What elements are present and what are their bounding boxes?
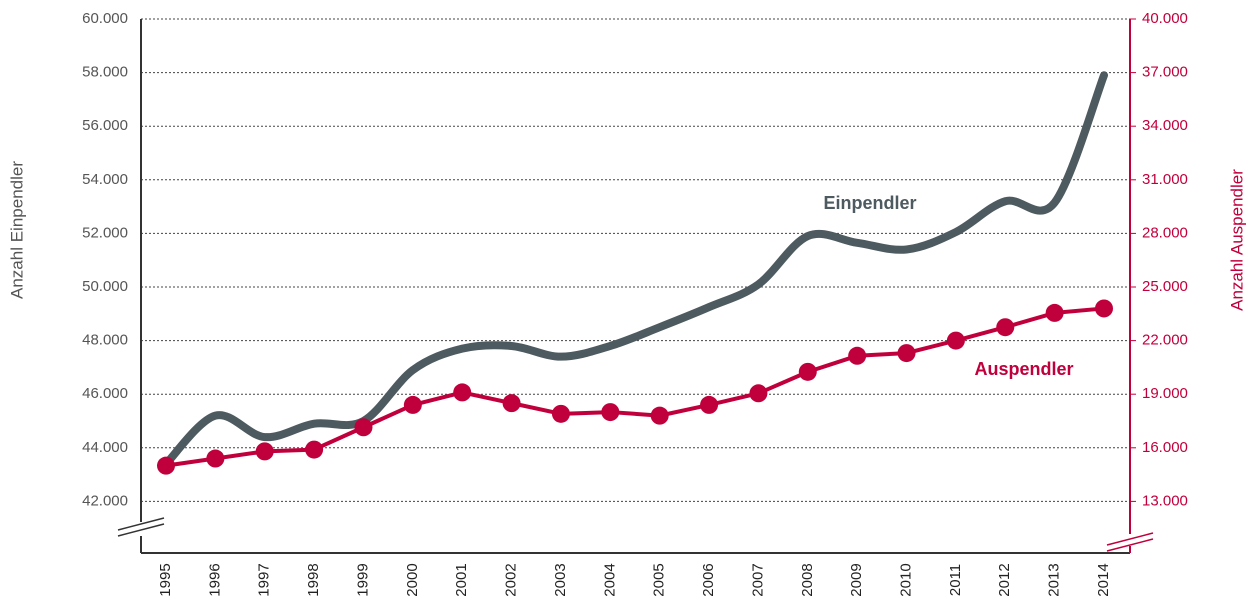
y-tick-label: 46.000 <box>82 385 128 402</box>
x-tick-label: 2001 <box>453 563 470 596</box>
x-tick-label: 1996 <box>206 563 223 596</box>
x-tick-label: 2002 <box>503 563 520 596</box>
series-label: Einpendler <box>823 193 916 213</box>
y-tick-label: 60.000 <box>82 10 128 27</box>
series-marker <box>206 449 225 468</box>
y2-tick-label: 31.000 <box>1142 171 1188 188</box>
y-tick-label: 50.000 <box>82 278 128 295</box>
y2-tick-label: 19.000 <box>1142 385 1188 402</box>
x-tick-label: 2014 <box>1095 563 1112 596</box>
y2-tick-label: 25.000 <box>1142 278 1188 295</box>
series-marker <box>1095 299 1113 318</box>
y-tick-label: 44.000 <box>82 439 128 456</box>
series-marker <box>798 362 817 381</box>
y2-tick-label: 16.000 <box>1142 439 1188 456</box>
series-marker <box>403 395 422 414</box>
x-tick-label: 2006 <box>700 563 717 596</box>
x-tick-label: 2011 <box>947 564 964 596</box>
x-tick-label: 1997 <box>256 563 273 596</box>
series-marker <box>157 456 175 475</box>
series-marker <box>453 383 472 402</box>
series-line <box>162 71 1108 468</box>
x-tick-label: 2012 <box>996 563 1013 596</box>
x-tick-label: 1999 <box>354 563 371 596</box>
y2-tick-label: 13.000 <box>1142 492 1188 509</box>
x-tick-label: 2009 <box>848 563 865 596</box>
x-tick-label: 2008 <box>799 563 816 596</box>
series-marker <box>551 404 570 423</box>
y-tick-label: 54.000 <box>82 171 128 188</box>
axis-break <box>1106 538 1154 552</box>
y2-axis-label: Anzahl Auspendler <box>1227 169 1246 311</box>
series-marker <box>996 318 1015 337</box>
axis-break <box>1106 532 1154 546</box>
series-marker <box>1045 303 1064 322</box>
axes <box>117 19 1154 554</box>
x-tick-label: 2000 <box>404 563 421 596</box>
y2-tick-label: 22.000 <box>1142 332 1188 349</box>
series-marker <box>502 394 521 413</box>
y-tick-label: 48.000 <box>82 332 128 349</box>
series-marker <box>650 406 669 425</box>
x-tick-label: 2010 <box>897 563 914 596</box>
y-tick-label: 52.000 <box>82 224 128 241</box>
y-tick-label: 42.000 <box>82 492 128 509</box>
x-tick-label: 2013 <box>1046 563 1063 596</box>
x-tick-label: 2007 <box>749 563 766 596</box>
x-tick-label: 2005 <box>651 563 668 596</box>
y2-tick-label: 28.000 <box>1142 224 1188 241</box>
series-marker <box>749 384 768 403</box>
x-tick-label: 1998 <box>305 563 322 596</box>
y2-tick-label: 34.000 <box>1142 117 1188 134</box>
series-line <box>164 306 1106 468</box>
x-tick-label: 1995 <box>157 563 174 596</box>
series-label: Auspendler <box>974 359 1073 379</box>
x-tick-label: 2004 <box>601 563 618 596</box>
series-marker <box>601 403 620 422</box>
y-axis-label: Anzahl Einpendler <box>7 161 26 299</box>
series-marker <box>848 346 867 365</box>
series-marker <box>354 418 373 437</box>
series-marker <box>305 440 324 459</box>
axis-break <box>117 523 165 537</box>
x-tick-label: 2003 <box>552 563 569 596</box>
y2-tick-label: 40.000 <box>1142 10 1188 27</box>
series-marker <box>897 344 916 363</box>
y-tick-label: 58.000 <box>82 64 128 81</box>
y2-tick-label: 37.000 <box>1142 64 1188 81</box>
series-marker <box>255 442 274 461</box>
series-marker <box>700 395 719 414</box>
axis-break <box>117 517 165 531</box>
series-marker <box>946 331 965 350</box>
y-tick-label: 56.000 <box>82 117 128 134</box>
